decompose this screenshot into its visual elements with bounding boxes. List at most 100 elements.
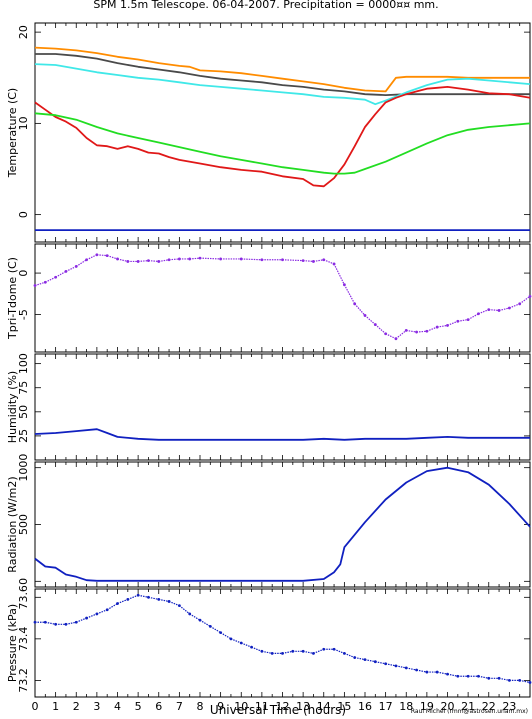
- data-trace: [86, 254, 98, 261]
- tpri-tdome-y-axis-label: Tpri-Tdome (C): [6, 257, 19, 340]
- pressure-frame: [34, 588, 531, 698]
- data-trace: [117, 598, 129, 605]
- data-trace: [323, 259, 335, 265]
- data-trace: [385, 663, 397, 667]
- data-trace: [426, 326, 438, 332]
- x-tick-label: 7: [176, 700, 183, 713]
- data-trace: [478, 309, 489, 315]
- data-trace: [261, 650, 273, 654]
- y-tick-label: 100: [17, 353, 30, 374]
- radiation-y-axis-label: Radiation (W/m2): [6, 476, 19, 572]
- data-trace: [478, 675, 489, 679]
- data-trace: [303, 260, 314, 263]
- data-trace: [55, 270, 67, 278]
- data-trace: [395, 329, 407, 340]
- pressure-y-axis-label: Pressure (kPa): [6, 604, 19, 682]
- data-trace: [158, 598, 170, 603]
- data-trace: [189, 613, 201, 621]
- credit-text: Raul Michel (rmm@astrosen.unam.mx): [411, 708, 528, 715]
- data-trace: [457, 319, 469, 322]
- data-trace: [148, 260, 159, 263]
- data-trace: [406, 667, 417, 671]
- data-trace: [75, 259, 87, 267]
- data-trace: [148, 596, 159, 600]
- data-trace: [364, 659, 376, 663]
- data-trace: [189, 257, 201, 260]
- x-tick-label: 2: [73, 700, 80, 713]
- data-trace: [282, 259, 304, 262]
- x-tick-label: 1: [52, 700, 59, 713]
- x-tick-label: 10: [234, 700, 248, 713]
- data-trace: [96, 254, 108, 257]
- tpri-tdome-series: [33, 253, 532, 341]
- data-trace: [333, 648, 345, 654]
- data-trace: [34, 281, 46, 287]
- x-tick-label: 20: [441, 700, 455, 713]
- data-trace: [364, 314, 376, 326]
- x-tick-label: 19: [420, 700, 434, 713]
- x-axis-label: Universal Time (hours): [210, 703, 346, 717]
- data-trace: [76, 617, 87, 623]
- y-tick-label: 73.6: [17, 585, 30, 610]
- data-trace: [416, 330, 427, 333]
- y-tick-label: 50: [17, 405, 30, 419]
- x-tick-label: 14: [317, 700, 331, 713]
- data-trace: [303, 650, 314, 654]
- temperature-series-line: [34, 112, 531, 175]
- radiation-frame: [34, 461, 531, 588]
- x-tick-label: 3: [93, 700, 100, 713]
- data-trace: [251, 646, 263, 652]
- humidity-frame: [34, 353, 531, 461]
- data-trace: [169, 258, 180, 261]
- data-trace: [241, 642, 252, 648]
- data-trace: [210, 625, 221, 634]
- data-trace: [282, 650, 293, 654]
- x-tick-label: 5: [135, 700, 142, 713]
- x-tick-label: 21: [461, 700, 475, 713]
- y-tick-label: 0: [17, 211, 30, 218]
- y-tick-label: 0: [17, 578, 30, 585]
- data-trace: [385, 333, 397, 340]
- x-tick-label: 6: [155, 700, 162, 713]
- temperature-series-line: [35, 53, 530, 96]
- data-trace: [354, 656, 366, 661]
- temperature-series-line: [34, 86, 531, 188]
- y-tick-label: 10: [17, 116, 30, 130]
- data-trace: [107, 255, 118, 260]
- data-trace: [519, 679, 531, 684]
- data-trace: [313, 648, 324, 654]
- temperature-panel: 0 10 20 Temperature (C): [6, 22, 531, 243]
- x-tick-label: 8: [197, 700, 204, 713]
- x-tick-label: 13: [296, 700, 310, 713]
- data-trace: [488, 309, 500, 312]
- x-tick-label: 17: [379, 700, 393, 713]
- y-tick-label: 73.2: [17, 668, 30, 693]
- x-tick-label: 15: [337, 700, 351, 713]
- x-tick-label: 16: [358, 700, 372, 713]
- y-tick-label: 1000: [17, 454, 30, 482]
- data-trace: [395, 665, 407, 669]
- data-trace: [45, 621, 56, 625]
- data-trace: [138, 260, 149, 263]
- data-trace: [313, 259, 324, 263]
- data-trace: [178, 605, 191, 615]
- y-tick-label: 20: [17, 25, 30, 39]
- data-trace: [168, 600, 180, 607]
- data-trace: [498, 307, 510, 312]
- data-trace: [106, 603, 118, 611]
- data-trace: [437, 324, 448, 328]
- y-tick-label: 0: [17, 270, 30, 277]
- y-tick-label: 75: [17, 381, 30, 395]
- data-trace: [230, 638, 242, 644]
- x-tick-label: 4: [114, 700, 121, 713]
- data-trace: [519, 295, 531, 305]
- data-trace: [333, 263, 345, 285]
- data-trace: [199, 257, 221, 260]
- data-trace: [65, 265, 77, 272]
- temperature-y-axis-label: Temperature (C): [6, 88, 19, 178]
- y-tick-label: -5: [17, 309, 30, 320]
